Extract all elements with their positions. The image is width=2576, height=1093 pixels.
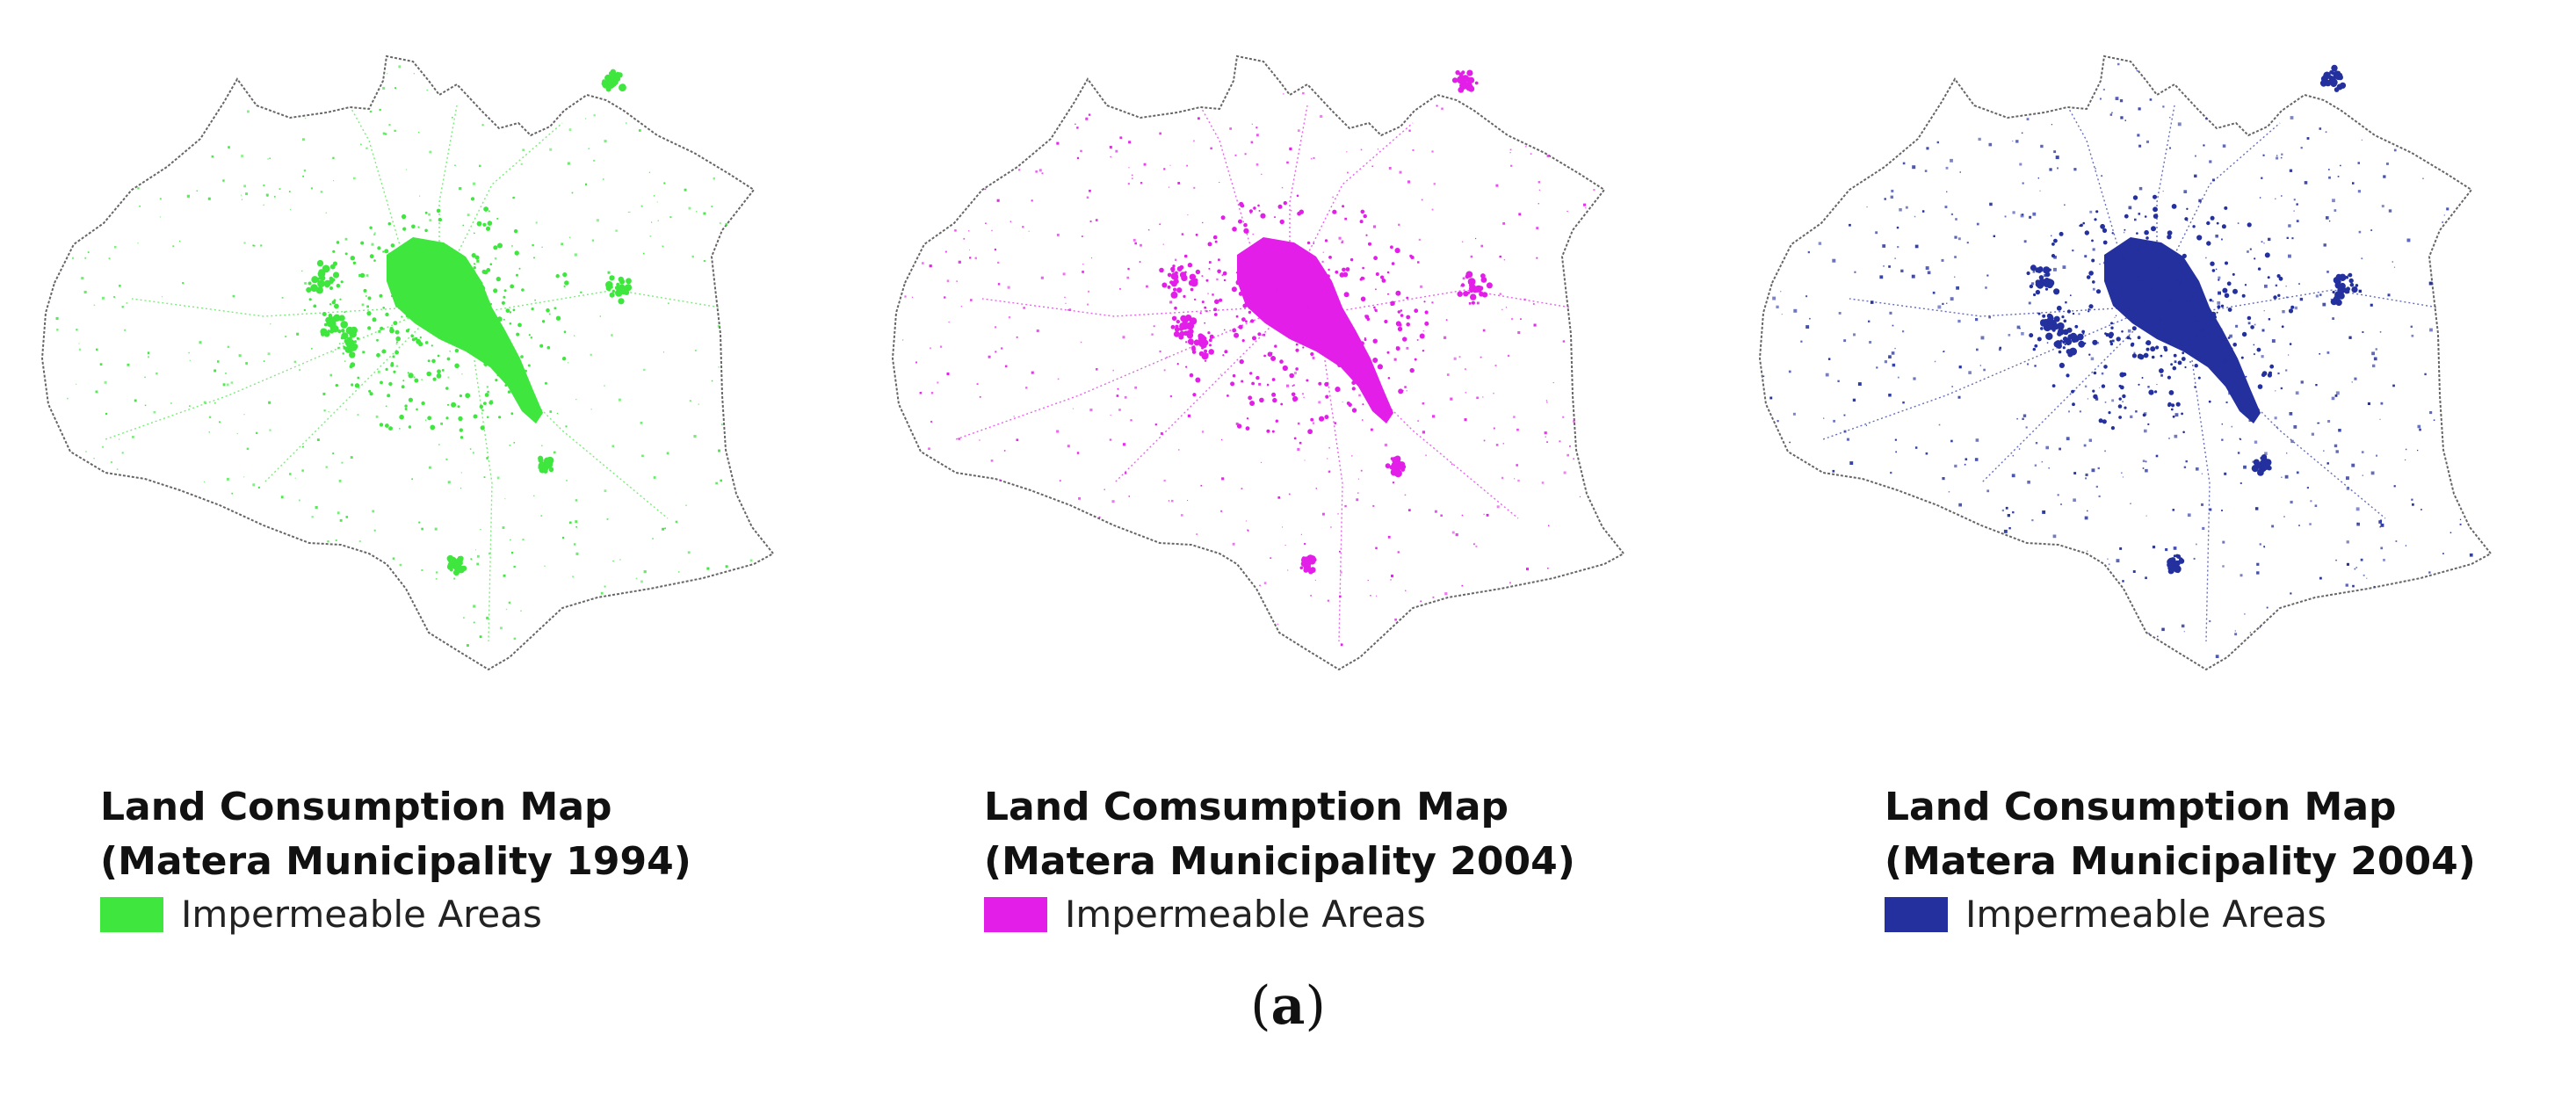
legend-label: Impermeable Areas bbox=[1965, 893, 2326, 936]
legend-entry: Impermeable Areas bbox=[100, 893, 691, 936]
impermeable-areas bbox=[1762, 62, 2473, 658]
impermeable-areas bbox=[902, 69, 1596, 647]
figure-caption: (a) bbox=[0, 975, 2576, 1037]
land-consumption-map-1994 bbox=[40, 54, 775, 671]
legend-title-line1: Land Comsumption Map bbox=[984, 785, 1509, 829]
legend-title-line1: Land Consumption Map bbox=[100, 785, 612, 829]
legend-2004-b: Land Consumption Map (Matera Municipalit… bbox=[1885, 780, 2476, 936]
legend-entry: Impermeable Areas bbox=[984, 893, 1575, 936]
legend-swatch bbox=[100, 896, 163, 932]
map-panel-2004-a: Land Comsumption Map (Matera Municipalit… bbox=[850, 0, 1709, 1093]
legend-title-line2: (Matera Municipality 2004) bbox=[1885, 839, 2476, 884]
legend-label: Impermeable Areas bbox=[181, 893, 542, 936]
legend-title-line1: Land Consumption Map bbox=[1885, 785, 2397, 829]
legend-swatch bbox=[984, 896, 1047, 932]
municipality-boundary bbox=[1758, 54, 2493, 671]
municipality-boundary bbox=[40, 54, 775, 671]
legend-swatch bbox=[1885, 896, 1948, 932]
caption-open: ( bbox=[1250, 975, 1271, 1037]
legend-2004-a: Land Comsumption Map (Matera Municipalit… bbox=[984, 780, 1575, 936]
caption-close: ) bbox=[1305, 975, 1326, 1037]
land-consumption-map-2004-a bbox=[891, 54, 1625, 671]
impermeable-areas bbox=[55, 65, 753, 648]
map-panel-2004-b: Land Consumption Map (Matera Municipalit… bbox=[1718, 0, 2576, 1093]
legend-entry: Impermeable Areas bbox=[1885, 893, 2476, 936]
legend-1994: Land Consumption Map (Matera Municipalit… bbox=[100, 780, 691, 936]
legend-title-line2: (Matera Municipality 1994) bbox=[100, 839, 691, 884]
legend-label: Impermeable Areas bbox=[1065, 893, 1426, 936]
caption-letter: a bbox=[1270, 975, 1306, 1037]
legend-title-line2: (Matera Municipality 2004) bbox=[984, 839, 1575, 884]
map-panel-1994: Land Consumption Map (Matera Municipalit… bbox=[0, 0, 858, 1093]
municipality-boundary bbox=[891, 54, 1625, 671]
land-consumption-map-2004-b bbox=[1758, 54, 2493, 671]
